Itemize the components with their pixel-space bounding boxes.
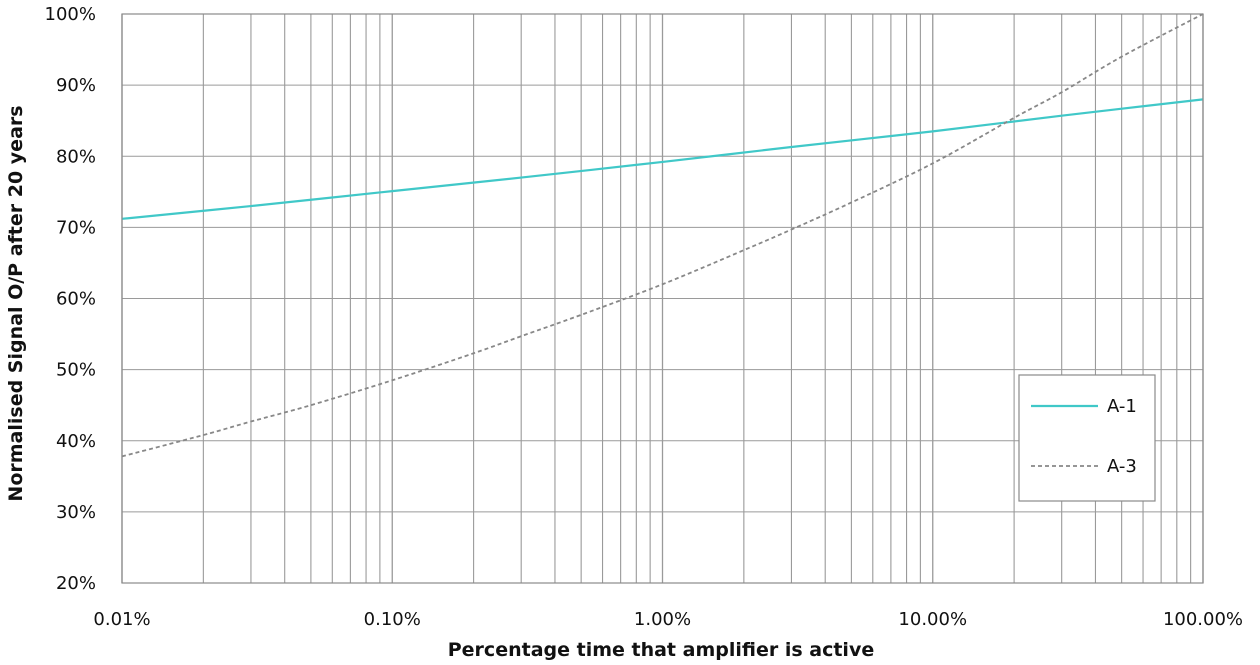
x-tick-label: 100.00% xyxy=(1163,609,1243,630)
x-tick-label: 1.00% xyxy=(634,609,691,630)
x-axis-tick-labels: 0.01% 0.10% 1.00% 10.00% 100.00% xyxy=(93,609,1243,630)
y-tick-label: 50% xyxy=(56,360,96,381)
y-axis-tick-labels: 20% 30% 40% 50% 60% 70% 80% 90% 100% xyxy=(45,4,96,594)
y-tick-label: 40% xyxy=(56,431,96,452)
series-line-a-1 xyxy=(121,98,1204,220)
legend-box xyxy=(1018,374,1156,502)
y-tick-label: 70% xyxy=(56,217,96,238)
y-tick-label: 80% xyxy=(56,146,96,167)
x-tick-label: 10.00% xyxy=(898,609,967,630)
y-tick-label: 90% xyxy=(56,75,96,96)
x-tick-label: 0.10% xyxy=(364,609,421,630)
y-tick-label: 20% xyxy=(56,573,96,594)
x-axis-title: Percentage time that amplifier is active xyxy=(448,639,874,661)
series-lines xyxy=(121,13,1204,458)
y-tick-label: 60% xyxy=(56,289,96,310)
x-tick-label: 0.01% xyxy=(93,609,150,630)
legend-label-a1: A-1 xyxy=(1107,396,1137,417)
y-tick-label: 100% xyxy=(45,4,96,25)
y-tick-label: 30% xyxy=(56,502,96,523)
legend-label-a3: A-3 xyxy=(1107,456,1137,477)
plot-area-frame xyxy=(121,13,1204,584)
y-axis-title: Normalised Signal O/P after 20 years xyxy=(5,105,27,501)
series-line-a-3 xyxy=(121,13,1204,458)
legend: A-1 A-3 xyxy=(1018,374,1156,502)
